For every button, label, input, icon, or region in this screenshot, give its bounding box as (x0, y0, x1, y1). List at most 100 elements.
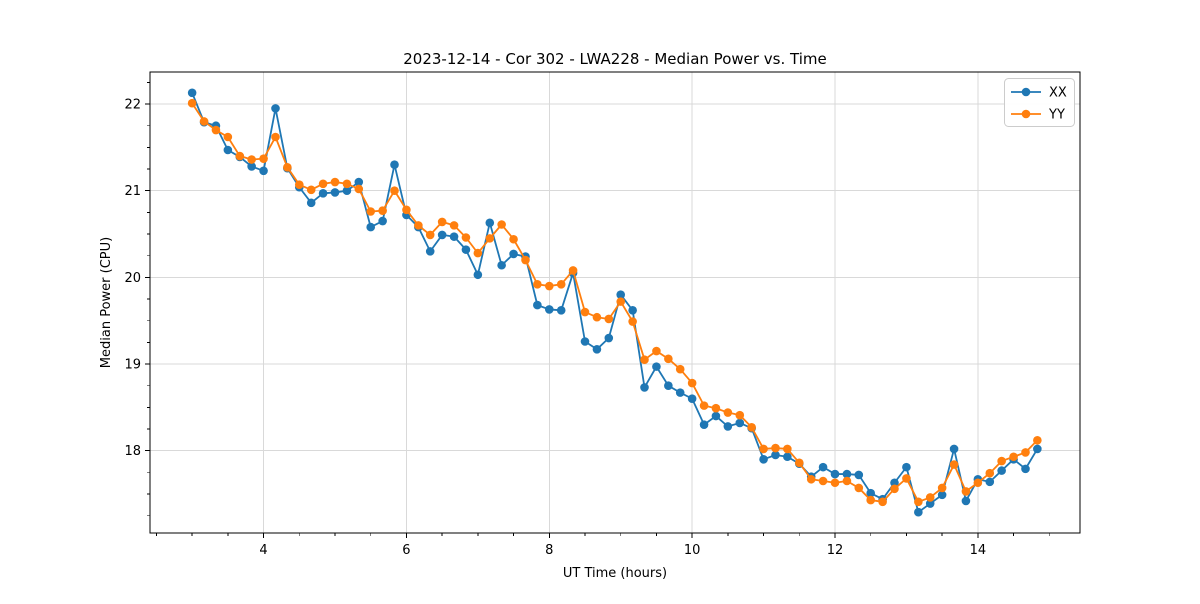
y-tick-label: 22 (124, 98, 141, 113)
data-point-xx (628, 306, 637, 315)
data-point-xx (318, 189, 328, 198)
data-point-xx (640, 383, 649, 392)
series-yy (187, 98, 1042, 507)
data-point-yy (1033, 435, 1042, 445)
data-point-xx (533, 300, 542, 310)
data-point-xx (306, 198, 316, 208)
data-point-xx (890, 478, 899, 488)
data-point-yy (723, 408, 733, 417)
data-point-yy (997, 456, 1006, 466)
data-point-xx (247, 162, 256, 171)
data-point-xx (271, 104, 280, 113)
data-point-yy (937, 483, 947, 493)
x-axis-label: UT Time (hours) (563, 566, 667, 581)
data-point-xx (699, 420, 709, 429)
data-point-xx (390, 160, 399, 170)
data-point-yy (687, 378, 697, 388)
data-point-yy (568, 266, 578, 275)
data-point-xx (1021, 464, 1030, 474)
data-point-yy (378, 206, 387, 215)
data-point-yy (354, 184, 364, 194)
data-point-yy (842, 476, 852, 486)
data-point-xx (759, 455, 768, 464)
data-point-yy (925, 493, 935, 502)
data-point-yy (306, 185, 316, 195)
legend-entry-yy: YY (1011, 108, 1065, 123)
data-point-yy (628, 317, 637, 326)
data-point-yy (604, 314, 614, 324)
data-point-yy (902, 474, 911, 483)
y-tick-label: 18 (124, 444, 141, 459)
data-point-yy (973, 478, 983, 488)
data-point-yy (961, 487, 971, 496)
data-point-yy (294, 180, 304, 189)
y-tick-label: 19 (124, 358, 141, 373)
x-tick-label: 14 (970, 543, 987, 558)
data-point-xx (652, 362, 661, 371)
data-point-xx (592, 344, 602, 354)
data-point-xx (223, 145, 233, 155)
data-point-xx (473, 270, 483, 280)
data-point-xx (997, 466, 1006, 475)
data-point-yy (580, 307, 590, 317)
data-point-yy (735, 410, 745, 420)
series-xx (187, 88, 1042, 517)
x-tick-label: 4 (259, 543, 267, 558)
y-axis-label: Median Power (CPU) (99, 237, 114, 368)
data-point-yy (414, 221, 423, 230)
data-point-xx (354, 177, 364, 187)
data-point-xx (842, 469, 852, 479)
tick-labels: 4 6 8 10 12 14 18 19 20 21 22 (124, 98, 986, 558)
data-point-yy (247, 155, 256, 164)
data-point-yy (616, 297, 626, 306)
legend-marker-xx (1021, 87, 1031, 97)
data-point-xx (342, 186, 352, 196)
data-point-xx (497, 260, 506, 270)
data-point-xx (961, 496, 971, 506)
data-point-yy (366, 207, 376, 216)
data-point-yy (473, 248, 483, 258)
data-point-yy (223, 132, 233, 142)
data-point-yy (1009, 452, 1018, 462)
data-point-xx (687, 394, 697, 403)
data-point-yy (949, 460, 959, 469)
data-point-yy (283, 163, 292, 172)
legend-label-yy: YY (1048, 108, 1065, 123)
y-tick-label: 20 (124, 271, 141, 286)
data-point-xx (925, 499, 935, 508)
data-point-xx (902, 462, 911, 472)
data-point-yy (425, 230, 435, 240)
data-point-xx (449, 232, 459, 241)
plot-border (149, 71, 1081, 534)
x-tick-label: 12 (827, 543, 844, 558)
data-point-xx (949, 444, 959, 454)
series-line-yy (191, 102, 1039, 503)
data-point-xx (580, 337, 590, 346)
data-point-yy (794, 458, 804, 468)
data-point-yy (271, 132, 280, 142)
data-point-yy (199, 117, 209, 126)
data-point-xx (616, 290, 626, 300)
data-point-xx (556, 306, 566, 315)
data-point-xx (461, 245, 471, 254)
data-point-yy (675, 364, 685, 374)
data-point-yy (556, 280, 566, 289)
data-point-xx (771, 450, 780, 460)
data-point-yy (390, 186, 399, 196)
data-point-yy (485, 234, 495, 243)
data-point-xx (509, 249, 518, 259)
data-point-xx (366, 222, 376, 232)
data-point-xx (604, 333, 614, 343)
data-point-yy (866, 495, 876, 505)
data-point-xx (866, 488, 876, 498)
data-point-yy (461, 233, 471, 242)
data-point-yy (771, 443, 780, 453)
data-point-yy (818, 476, 828, 486)
data-point-yy (1021, 448, 1030, 457)
data-point-yy (711, 403, 721, 413)
data-point-xx (937, 490, 947, 500)
axis-ticks (145, 81, 1050, 538)
x-tick-label: 8 (545, 543, 553, 558)
data-point-yy (402, 205, 411, 215)
